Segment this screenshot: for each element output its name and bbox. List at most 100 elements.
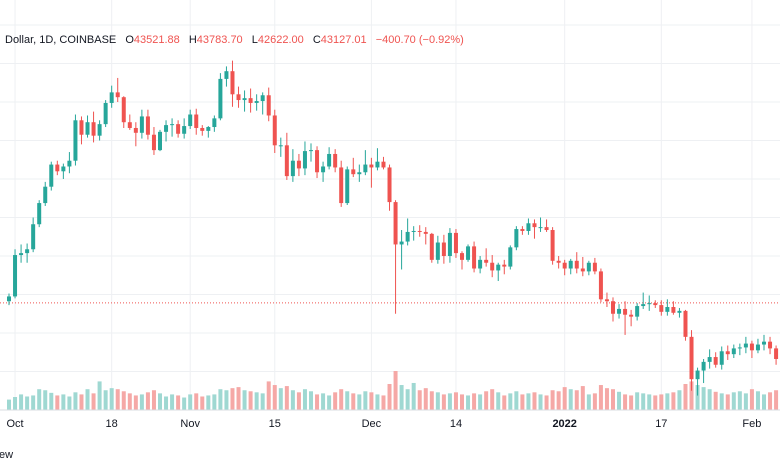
volume-bar (399, 385, 404, 410)
candle-body (218, 78, 223, 119)
time-tick-label: Dec (362, 418, 382, 430)
candle (514, 226, 519, 251)
candle (768, 336, 773, 355)
candle-body (562, 262, 567, 269)
candle (635, 303, 640, 321)
volume-bar (302, 389, 307, 410)
volume-bar (73, 392, 78, 410)
candle-body (743, 343, 748, 348)
time-axis[interactable]: Oct 18 Nov 15 Dec 14 2022 17 Feb (6, 418, 761, 430)
candle-body (538, 227, 543, 229)
candle-body (55, 164, 60, 172)
volume-bar (375, 394, 380, 410)
candle (37, 200, 42, 228)
candle-body (272, 115, 277, 146)
candle-body (345, 169, 350, 204)
volume-bar (453, 392, 458, 410)
volume-bar (701, 387, 706, 410)
high-value: 43783.70 (197, 34, 243, 46)
candle (647, 295, 652, 311)
candle (490, 255, 495, 278)
volume-bar (266, 381, 271, 410)
candle-body (393, 202, 398, 245)
volume-bars (7, 371, 779, 410)
volume-bar (248, 391, 253, 410)
volume-bar (381, 395, 386, 410)
volume-bar (538, 394, 543, 410)
candle (695, 367, 700, 396)
candle-body (309, 150, 313, 152)
candle (194, 108, 199, 135)
volume-bar (423, 388, 428, 410)
volume-bar (254, 392, 259, 410)
candle (611, 297, 615, 322)
volume-bar (351, 393, 356, 410)
candle-body (617, 308, 622, 314)
candle (242, 90, 247, 112)
volume-bar (556, 391, 561, 410)
candle (689, 330, 694, 391)
candle (73, 114, 78, 166)
candle-body (25, 249, 30, 254)
volume-bar (405, 389, 410, 410)
volume-bar (61, 394, 66, 410)
candle-body (236, 94, 241, 101)
candle (701, 358, 706, 384)
candle (466, 244, 471, 262)
candle (478, 256, 483, 274)
volume-bar (472, 393, 477, 410)
candle-body (194, 114, 199, 128)
candle-body (109, 92, 114, 103)
candle (532, 219, 537, 239)
volume-bar (713, 391, 718, 410)
volume-bar (345, 391, 350, 410)
candle (484, 248, 489, 267)
time-tick-label: 2022 (552, 418, 576, 430)
volume-bar (441, 394, 446, 410)
candle (580, 256, 585, 277)
candle-body (683, 310, 688, 337)
candle-body (695, 370, 700, 380)
candle (749, 340, 754, 359)
candle-body (550, 230, 555, 261)
candle (381, 156, 386, 170)
candle (429, 232, 434, 263)
candle-body (653, 303, 658, 306)
volume-bar (659, 394, 664, 410)
volume-bar (19, 394, 24, 410)
candle (248, 88, 253, 113)
volume-bar (327, 395, 332, 410)
volume-bar (194, 393, 199, 410)
candle (302, 141, 307, 176)
volume-bar (592, 393, 597, 410)
candle-body (31, 224, 36, 250)
volume-bar (623, 394, 628, 410)
volume-bar (544, 395, 549, 410)
volume-bar (478, 394, 483, 410)
candle-body (768, 341, 773, 349)
candle-body (363, 164, 368, 173)
time-tick-label: 15 (269, 418, 281, 430)
candle-body (490, 262, 495, 271)
candle (441, 234, 446, 264)
candle-body (544, 227, 549, 231)
candle-body (731, 348, 736, 355)
candle-body (580, 268, 585, 272)
candle-body (230, 71, 235, 95)
candle (61, 163, 66, 179)
candle-body (514, 229, 519, 248)
candle-body (321, 166, 326, 173)
candle-body (502, 264, 507, 267)
volume-bar (526, 393, 531, 410)
footer-text: ew (0, 449, 13, 461)
volume-bar (85, 389, 90, 410)
candles (7, 60, 779, 396)
volume-bar (236, 387, 241, 410)
candle-body (91, 122, 96, 136)
volume-bar (296, 392, 301, 410)
candle (653, 300, 658, 308)
candle (556, 256, 561, 269)
candle-body (520, 229, 525, 231)
